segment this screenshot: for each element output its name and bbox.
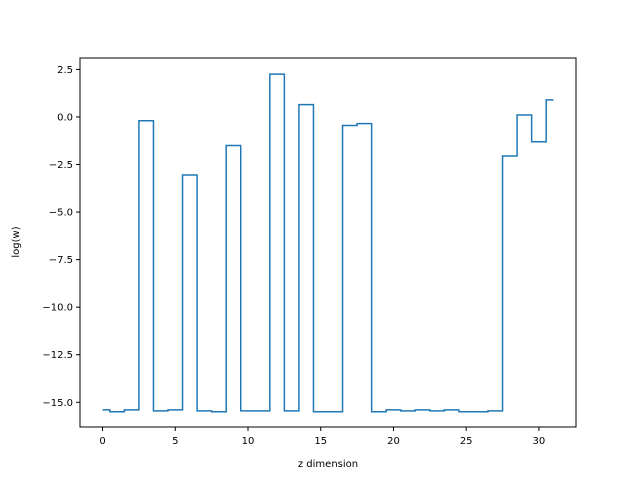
plot-area — [102, 73, 554, 413]
y-axis-ticks: 2.5 0.0 −2.5 −5.0 −7.5 −10.0 −12.5 −15.0 — [42, 65, 80, 409]
x-axis-ticks: 0 5 10 15 20 25 30 — [99, 427, 545, 447]
x-tick-label: 25 — [460, 436, 473, 447]
series-line — [102, 73, 554, 413]
x-tick-label: 5 — [172, 436, 178, 447]
x-tick-label: 20 — [387, 436, 400, 447]
y-tick-label: −10.0 — [42, 303, 73, 314]
y-tick-label: 0.0 — [57, 112, 73, 123]
x-tick-label: 10 — [242, 436, 255, 447]
x-tick-label: 0 — [99, 436, 105, 447]
x-axis-label: z dimension — [298, 459, 358, 470]
y-axis-label: log(w) — [11, 226, 22, 257]
y-tick-label: −15.0 — [42, 398, 73, 409]
y-tick-label: −12.5 — [42, 350, 73, 361]
axes-frame — [79, 57, 577, 428]
x-tick-label: 30 — [533, 436, 546, 447]
y-tick-label: −5.0 — [49, 208, 73, 219]
y-tick-label: 2.5 — [57, 65, 73, 76]
y-tick-label: −2.5 — [49, 160, 73, 171]
y-tick-label: −7.5 — [49, 255, 73, 266]
x-tick-label: 15 — [314, 436, 327, 447]
